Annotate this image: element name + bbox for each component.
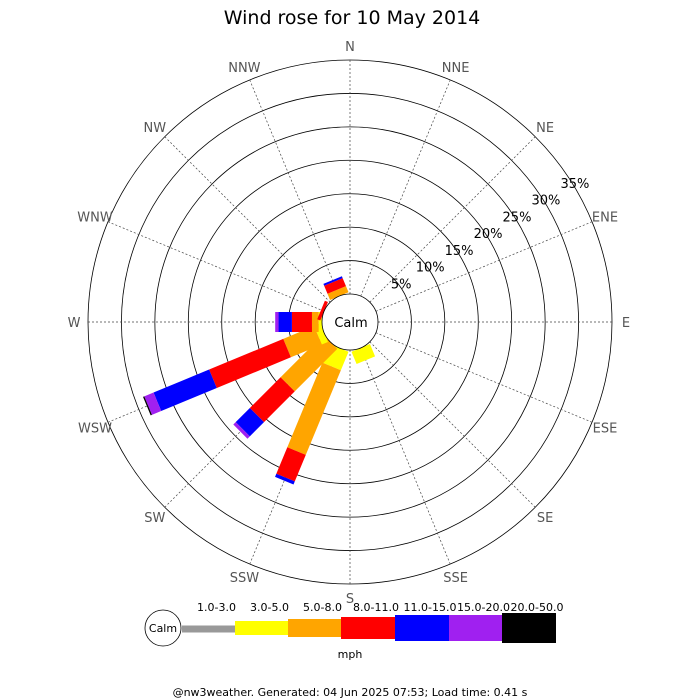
radial-tick-labels: 5% 10%15%20%25%30%35% [391, 177, 589, 292]
legend-calm-circle [144, 609, 182, 647]
bar-segment-nnw-2 [327, 286, 349, 300]
legend-bin-label: 15.0-20.0 [457, 601, 510, 614]
grid-spoke [369, 136, 536, 303]
radial-tick-label: 20% [474, 227, 503, 242]
grid-spoke [375, 332, 593, 423]
legend-bin-label: 11.0-15.0 [404, 601, 457, 614]
bar-segment-w-3 [291, 312, 312, 332]
bar-segment-wsw-2 [283, 326, 322, 358]
radial-tick-label: 15% [445, 244, 474, 259]
bar-segment-w-2 [311, 312, 319, 332]
radial-tick-label: 25% [503, 210, 532, 225]
legend-bin-label: 5.0-8.0 [303, 601, 342, 614]
bar-segment-w-4 [278, 312, 292, 332]
bar-segment-wsw-4 [153, 369, 217, 412]
direction-label-nnw: NNW [228, 61, 260, 76]
grid-spoke [375, 221, 593, 312]
bar-segment-wsw-6 [143, 396, 152, 416]
grid-spoke [107, 221, 325, 312]
radial-tick-label: 35% [560, 177, 589, 192]
direction-label-nw: NW [144, 121, 167, 136]
speed-legend: Calm 1.0-3.0 3.0-5.0 5.0-8.0 8.0-11.0 11.0-15… [144, 601, 564, 661]
direction-label-n: N [345, 40, 355, 55]
calm-label: Calm [334, 316, 367, 331]
direction-label-sse: SSE [443, 571, 468, 586]
bar-segment-nnw-4 [323, 276, 343, 286]
legend-swatch-0 [182, 625, 235, 633]
calm-circle: Calm [321, 293, 379, 351]
radial-tick-label: 5% [391, 277, 412, 292]
direction-label-sw: SW [144, 511, 165, 526]
bar-segment-ssw-3 [276, 447, 306, 482]
direction-label-s: S [346, 592, 354, 607]
direction-label-nne: NNE [442, 61, 470, 76]
legend-swatch-6 [502, 613, 556, 643]
direction-label-se: SE [537, 511, 553, 526]
direction-label-wnw: WNW [77, 210, 113, 225]
legend-bin-label: 1.0-3.0 [197, 601, 236, 614]
bar-segment-sw-4 [235, 408, 264, 437]
bar-segment-wsw-5 [144, 392, 162, 415]
legend-units-label: mph [338, 648, 363, 661]
footer-text: @nw3weather. Generated: 04 Jun 2025 07:5… [173, 686, 528, 699]
direction-label-e: E [622, 316, 630, 331]
direction-label-ne: NE [536, 121, 554, 136]
bar-segment-sw-2 [280, 334, 338, 392]
radial-tick-label: 30% [531, 194, 560, 209]
bar-segment-ssw-4 [275, 473, 295, 485]
grid-spoke [360, 347, 451, 565]
grid-spoke [360, 79, 451, 297]
legend-swatch-2 [288, 619, 341, 637]
chart-title: Wind rose for 10 May 2014 [224, 7, 481, 29]
legend-bin-label: 3.0-5.0 [250, 601, 289, 614]
bar-segment-wsw-3 [209, 338, 291, 389]
direction-label-ese: ESE [593, 422, 618, 437]
grid-ring [154, 126, 546, 518]
legend-swatch-3 [341, 617, 395, 639]
legend-calm-label: Calm [149, 622, 177, 635]
grid-spoke [369, 341, 536, 508]
direction-label-ene: ENE [592, 210, 618, 225]
legend-bin-label: 20.0-50.0 [511, 601, 564, 614]
bar-segment-wnw-3 [317, 300, 328, 321]
grid-spoke [249, 79, 340, 297]
bar-segment-sw-5 [233, 422, 250, 439]
bar-segment-w-5 [275, 312, 279, 332]
calm-center [321, 293, 379, 351]
grid-spoke [164, 136, 331, 303]
bar-segment-nnw-3 [324, 278, 346, 294]
bar-segment-sse-1 [351, 344, 376, 365]
direction-label-ssw: SSW [230, 571, 260, 586]
bar-segment-ssw-2 [287, 362, 341, 455]
bar-segment-sw-3 [249, 377, 295, 423]
direction-labels: N NNE NE ENE E ESE SE SSE S SSW SW WSW W WNW NW NNW [68, 40, 631, 607]
direction-label-w: W [68, 316, 81, 331]
wind-bars [143, 276, 376, 485]
grid-ring [254, 226, 446, 418]
legend-swatch-1 [235, 621, 288, 635]
legend-swatch-4 [395, 615, 449, 641]
direction-label-wsw: WSW [78, 422, 112, 437]
legend-swatch-5 [449, 615, 502, 641]
radial-tick-label: 10% [416, 261, 445, 276]
legend-bin-label: 8.0-11.0 [353, 601, 399, 614]
